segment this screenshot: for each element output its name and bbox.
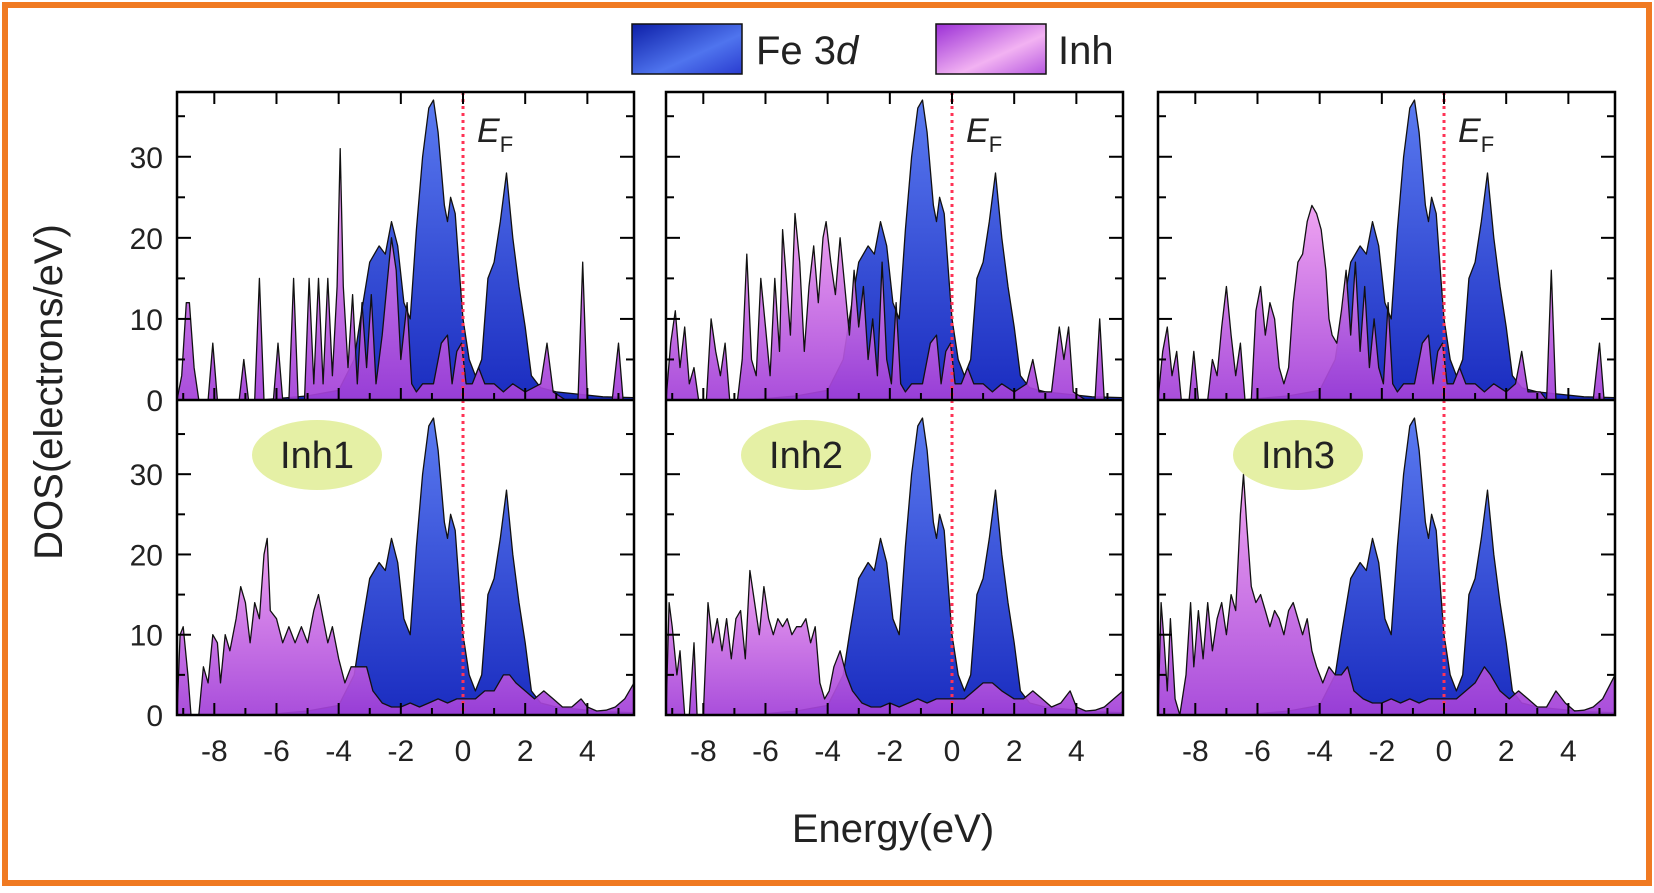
x-tick-label: -6 [263, 735, 290, 768]
y-axis: 0 10 20 30 [130, 92, 634, 418]
x-tick-label: -2 [876, 735, 903, 768]
x-tick-label: 2 [1006, 735, 1023, 768]
y-tick-label: 30 [130, 142, 163, 175]
plot-top [666, 92, 1123, 400]
x-tick-label: 4 [579, 735, 596, 768]
fermi-label-main: E [477, 112, 500, 150]
legend-label-inh: Inh [1058, 29, 1114, 73]
y-axis: 0 10 20 30 [130, 433, 634, 733]
x-tick-label: 2 [517, 735, 534, 768]
panel-border [1156, 90, 1617, 717]
inh-area [666, 213, 1123, 400]
fermi-label-sub: F [989, 132, 1002, 157]
plot-top [177, 92, 634, 400]
y-tick-label: 0 [146, 700, 163, 733]
legend-swatch-inh [935, 23, 1047, 75]
x-tick-label: 0 [455, 735, 472, 768]
panel-label-bubble [252, 420, 382, 490]
x-tick-label: -6 [1244, 735, 1271, 768]
x-tick-label: -8 [1182, 735, 1209, 768]
plot-bottom [1158, 400, 1615, 715]
inh-line [1158, 473, 1615, 715]
inh-area [1158, 205, 1615, 400]
panel-label-bubble [1233, 420, 1363, 490]
inh-area [177, 538, 634, 715]
plot-bottom [666, 400, 1123, 715]
x-tick-label: -4 [1306, 735, 1333, 768]
legend-label-fe3d: Fe 3d [756, 29, 860, 73]
plot-top [1158, 92, 1615, 400]
y-tick-label: 10 [130, 304, 163, 337]
legend: Fe 3d Inh [631, 23, 1114, 75]
fermi-label: EF [1458, 112, 1494, 157]
x-tick-label: -4 [325, 735, 352, 768]
inh-line [1158, 204, 1615, 400]
panel-label: Inh2 [769, 435, 843, 477]
y-tick-label: 20 [130, 539, 163, 572]
panel-inh1: 0 10 20 30 EF 0 10 20 30 Inh1 -8 -6 -4 -2 0 2 4 [130, 90, 636, 768]
panel-label: Inh1 [280, 435, 354, 477]
x-tick-label: 2 [1498, 735, 1515, 768]
panel-label-bubble [741, 420, 871, 490]
fermi-label-sub: F [500, 132, 513, 157]
fermi-label-main: E [1458, 112, 1481, 150]
y-axis-title: DOS(electrons/eV) [27, 224, 71, 560]
inh-area [1158, 474, 1615, 715]
x-axis-title: Energy(eV) [792, 807, 994, 851]
inh-line [177, 537, 634, 715]
fermi-label-main: E [966, 112, 989, 150]
fermi-label-sub: F [1481, 132, 1494, 157]
fermi-label: EF [966, 112, 1002, 157]
inh-line [666, 212, 1123, 400]
y-tick-label: 20 [130, 223, 163, 256]
x-tick-label: 0 [944, 735, 961, 768]
y-tick-label: 30 [130, 459, 163, 492]
panel-border [175, 90, 636, 717]
panel-inh2: EF Inh2 -8 -6 -4 -2 0 2 4 [664, 90, 1125, 768]
x-tick-label: 4 [1068, 735, 1085, 768]
inh-area [177, 148, 634, 400]
y-axis [666, 92, 1123, 401]
panel-inh3: EF Inh3 -8 -6 -4 -2 0 2 4 [1156, 90, 1617, 768]
panel-label: Inh3 [1261, 435, 1335, 477]
x-tick-label: -8 [201, 735, 228, 768]
y-tick-label: 10 [130, 620, 163, 653]
x-tick-label: -8 [690, 735, 717, 768]
fermi-label: EF [477, 112, 513, 157]
x-tick-label: 4 [1560, 735, 1577, 768]
x-tick-label: -2 [387, 735, 414, 768]
plot-bottom [177, 400, 634, 715]
inh-line [177, 147, 634, 400]
x-tick-label: 0 [1436, 735, 1453, 768]
panel-border [664, 90, 1125, 717]
x-tick-label: -2 [1368, 735, 1395, 768]
y-tick-label: 0 [146, 385, 163, 418]
x-tick-label: -6 [752, 735, 779, 768]
legend-swatch-fe3d [631, 23, 743, 75]
inh-area [666, 570, 1123, 715]
inh-line [666, 569, 1123, 715]
x-tick-label: -4 [814, 735, 841, 768]
